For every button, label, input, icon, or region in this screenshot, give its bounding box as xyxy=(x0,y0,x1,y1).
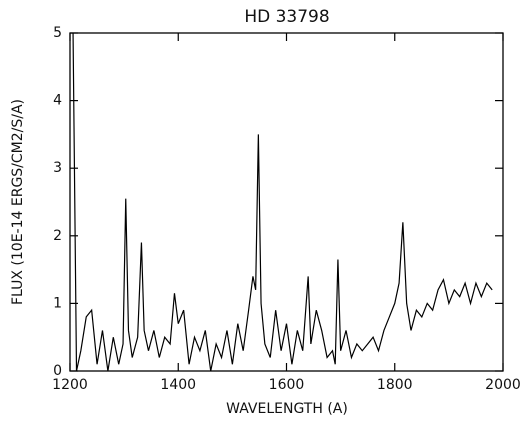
x-tick-label: 1800 xyxy=(377,377,413,393)
y-tick-label: 3 xyxy=(53,160,62,176)
chart-title: HD 33798 xyxy=(244,7,329,27)
plot-frame xyxy=(69,32,504,372)
x-tick-label: 2000 xyxy=(485,377,521,393)
x-axis-label: WAVELENGTH (A) xyxy=(226,401,348,417)
y-tick-label: 5 xyxy=(53,25,62,41)
y-tick-label: 4 xyxy=(53,93,62,109)
y-tick-label: 0 xyxy=(53,363,62,379)
x-tick-label: 1600 xyxy=(269,377,305,393)
y-tick-label: 1 xyxy=(53,295,62,311)
x-tick-label: 1200 xyxy=(52,377,88,393)
x-tick-label: 1400 xyxy=(160,377,196,393)
y-axis-label: FLUX (10E-14 ERGS/CM2/S/A) xyxy=(10,99,26,305)
y-tick-label: 2 xyxy=(53,228,62,244)
spectrum-line xyxy=(72,33,493,371)
